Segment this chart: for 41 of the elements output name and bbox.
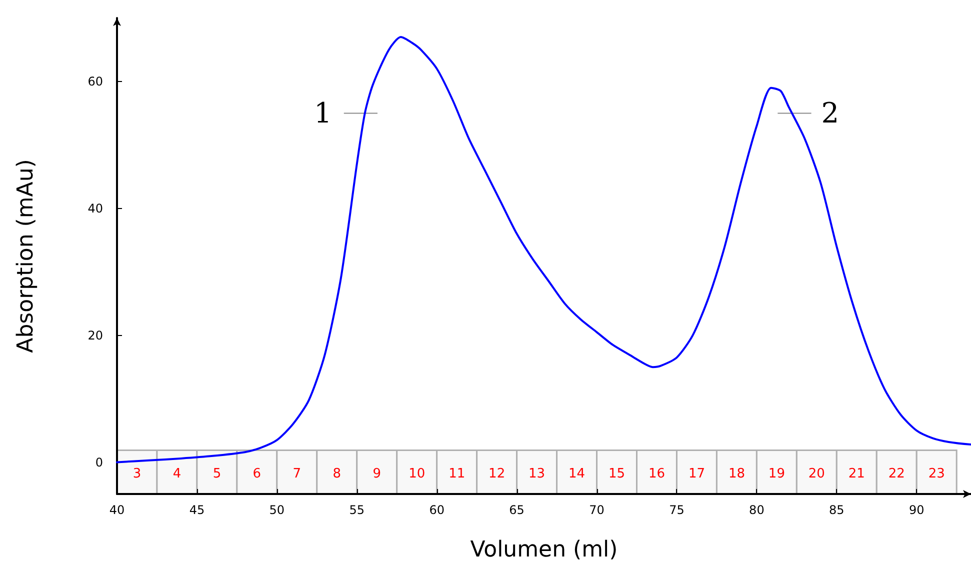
band-label: 12 — [488, 466, 506, 482]
annotation: 2 — [821, 96, 840, 130]
x-tick-label: 45 — [189, 503, 205, 517]
band-label: 10 — [408, 466, 426, 482]
annotation: 1 — [314, 96, 332, 130]
band-label: 17 — [688, 466, 705, 482]
band-label: 13 — [528, 466, 546, 482]
band-label: 15 — [608, 466, 626, 482]
band-label: 8 — [332, 466, 342, 482]
y-tick-label: 60 — [88, 74, 103, 88]
x-tick-label: 65 — [509, 503, 524, 517]
band-label: 18 — [728, 466, 745, 482]
x-tick-label: 80 — [749, 503, 764, 517]
band-label: 6 — [252, 466, 262, 482]
band-label: 14 — [568, 466, 586, 482]
x-tick-label: 60 — [429, 503, 444, 517]
band-label: 21 — [848, 466, 865, 482]
band-label: 4 — [172, 466, 182, 482]
band-label: 19 — [768, 466, 785, 482]
x-axis-title: Volumen (ml) — [470, 538, 618, 562]
y-tick-label: 40 — [88, 201, 103, 216]
x-tick-label: 90 — [908, 503, 924, 517]
y-axis-title: Absorption (mAu) — [14, 159, 38, 353]
x-tick-label: 70 — [589, 503, 604, 517]
y-tick-label: 20 — [88, 328, 103, 342]
x-tick-label: 55 — [349, 503, 365, 517]
band-label: 16 — [648, 466, 666, 482]
band-label: 23 — [928, 466, 945, 482]
line-series — [116, 36, 971, 464]
band-label: 7 — [292, 466, 302, 482]
band-label: 22 — [888, 466, 905, 482]
band-label: 3 — [132, 466, 142, 482]
x-tick-label: 85 — [829, 503, 844, 517]
band-label: 5 — [212, 466, 222, 482]
band-label: 11 — [448, 466, 466, 482]
x-tick-label: 50 — [269, 503, 285, 517]
x-tick-label: 40 — [109, 503, 125, 517]
y-tick-label: 0 — [95, 455, 103, 470]
x-tick-label: 75 — [669, 503, 684, 517]
band-label: 9 — [372, 466, 382, 482]
band-label: 20 — [808, 466, 825, 482]
